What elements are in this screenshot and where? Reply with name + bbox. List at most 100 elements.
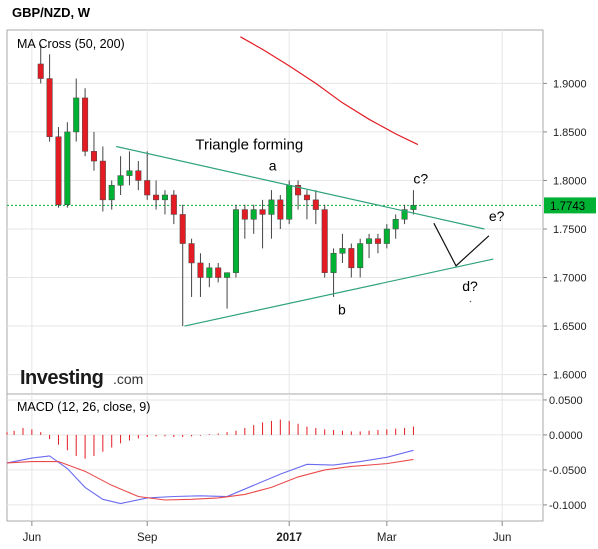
- x-tick-label: Mar: [377, 532, 397, 544]
- investing-logo: Investing .com: [20, 367, 143, 389]
- price-tick-label: 1.8500: [553, 127, 587, 139]
- candle: [153, 180, 160, 210]
- macd-axis: 0.0500 0.0000 -0.0500 -0.1000: [543, 395, 586, 512]
- candle: [117, 156, 124, 196]
- candle: [374, 233, 381, 254]
- price-tick-label: 1.9000: [553, 78, 587, 90]
- candle: [99, 146, 106, 212]
- candle: [268, 190, 275, 239]
- candle-body: [286, 185, 293, 220]
- candle-body: [64, 131, 71, 205]
- annotation-label: b: [338, 301, 346, 317]
- price-tick-label: 1.6000: [553, 370, 587, 382]
- candle: [259, 199, 266, 249]
- wave-annotations: Triangle forming a b c? d? e?: [195, 136, 504, 317]
- annotation-label: a: [269, 158, 277, 174]
- candle-body: [55, 136, 62, 205]
- macd-indicator-label: MACD (12, 26, close, 9): [17, 400, 150, 414]
- candle-body: [277, 199, 284, 220]
- candle: [135, 161, 142, 191]
- current-price-line: 1.7743: [7, 197, 596, 214]
- candle-body: [321, 209, 328, 273]
- candle-body: [410, 205, 417, 210]
- candle: [339, 233, 346, 263]
- macd-line: [6, 449, 414, 505]
- candle-body: [153, 194, 160, 201]
- candle: [46, 54, 53, 142]
- annotation-label: c?: [413, 170, 428, 186]
- candle-body: [374, 238, 381, 244]
- candle-body: [206, 267, 213, 278]
- projected-path-line: [433, 222, 490, 267]
- candle-body: [135, 170, 142, 181]
- candle: [90, 131, 97, 171]
- candle: [312, 190, 319, 225]
- candle: [188, 238, 195, 297]
- macd-panel[interactable]: 0.0500 0.0000 -0.0500 -0.1000 MACD (12, 26,…: [6, 393, 586, 522]
- current-price-tag: [544, 197, 596, 214]
- candle: [197, 253, 204, 297]
- candle: [277, 195, 284, 229]
- stray-dot: [469, 300, 472, 303]
- price-tick-label: 1.6500: [553, 321, 587, 333]
- macd-tick-label: -0.1000: [549, 500, 586, 512]
- candle-body: [73, 97, 80, 133]
- candle-body: [232, 209, 239, 273]
- candle-body: [250, 209, 257, 220]
- chart-title: GBP/NZD, W: [12, 5, 91, 20]
- candle: [215, 262, 222, 283]
- triangle-trendline: [116, 145, 485, 230]
- macd-tick-label: 0.0500: [549, 395, 583, 407]
- candle-body: [330, 253, 337, 273]
- signal-line: [6, 458, 414, 501]
- candle-body: [241, 209, 248, 220]
- candle-body: [197, 262, 204, 278]
- macd-lines: [6, 449, 414, 505]
- macd-tick-label: -0.0500: [549, 465, 586, 477]
- candle: [286, 180, 293, 225]
- candle-body: [179, 214, 186, 244]
- candle: [321, 204, 328, 278]
- price-panel[interactable]: 1.9000 1.8500 1.8000 1.7500 1.7000 1.6500 1.60…: [6, 29, 596, 395]
- candle: [161, 190, 168, 215]
- macd-panel-frame: [6, 393, 544, 522]
- candle-body: [392, 219, 399, 230]
- moving-average-lines: [240, 36, 419, 146]
- candle: [108, 180, 115, 210]
- candle: [241, 204, 248, 239]
- candle-body: [401, 209, 408, 220]
- candle-body: [170, 194, 177, 215]
- x-tick-label: Sep: [137, 532, 157, 544]
- candle-body: [303, 194, 310, 201]
- price-tick-label: 1.8000: [553, 175, 587, 187]
- candle: [82, 88, 89, 157]
- moving-average-line: [240, 36, 419, 146]
- candle-body: [224, 272, 231, 278]
- candle: [126, 151, 133, 186]
- candle-body: [99, 160, 106, 201]
- candle: [303, 190, 310, 220]
- candle: [206, 262, 213, 288]
- candle: [348, 243, 355, 278]
- triangle-trendline: [184, 258, 494, 327]
- candle: [179, 204, 186, 327]
- candle: [144, 151, 151, 200]
- logo-wordmark: Investing: [20, 367, 103, 389]
- candle: [232, 204, 239, 278]
- projected-price-path: [433, 222, 490, 267]
- price-tick-label: 1.7500: [553, 224, 587, 236]
- candle: [170, 190, 177, 225]
- candle-body: [82, 97, 89, 152]
- candle-body: [161, 194, 168, 201]
- annotation-label: e?: [489, 208, 505, 224]
- macd-histogram: [6, 419, 414, 459]
- x-tick-label: Jun: [493, 532, 512, 544]
- candle-body: [295, 185, 302, 196]
- ma-indicator-label: MA Cross (50, 200): [17, 37, 125, 51]
- price-tick-label: 1.7000: [553, 273, 587, 285]
- candle-body: [383, 228, 390, 244]
- candle: [357, 238, 364, 278]
- candle: [410, 190, 417, 215]
- x-tick-label: Jun: [23, 532, 42, 544]
